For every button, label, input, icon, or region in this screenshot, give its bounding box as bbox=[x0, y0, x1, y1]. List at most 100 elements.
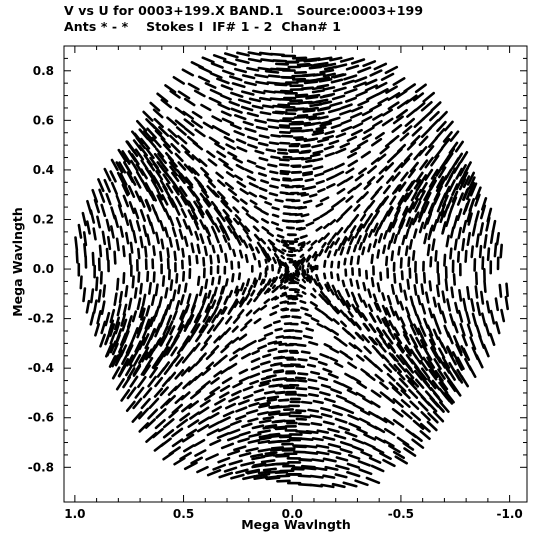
uv-point bbox=[127, 185, 136, 198]
uv-point bbox=[274, 110, 288, 114]
uv-point bbox=[187, 419, 200, 429]
uv-point bbox=[227, 435, 240, 442]
uv-point bbox=[277, 349, 289, 354]
uv-point bbox=[236, 51, 250, 57]
uv-point bbox=[428, 307, 434, 319]
uv-point bbox=[92, 299, 98, 314]
uv-point bbox=[231, 195, 240, 203]
uv-point bbox=[253, 295, 259, 303]
uv-point bbox=[390, 283, 396, 295]
uv-point bbox=[278, 119, 292, 123]
uv-point bbox=[184, 150, 195, 161]
uv-point bbox=[235, 406, 248, 413]
uv-point bbox=[355, 391, 366, 399]
uv-point bbox=[341, 235, 348, 245]
uv-point bbox=[154, 376, 164, 388]
uv-point bbox=[273, 425, 287, 430]
uv-point bbox=[133, 207, 140, 220]
uv-point bbox=[209, 438, 222, 447]
uv-point bbox=[137, 247, 141, 260]
uv-point bbox=[267, 340, 278, 346]
uv-point bbox=[369, 69, 383, 77]
uv-point bbox=[354, 322, 362, 331]
uv-point bbox=[246, 66, 260, 72]
uv-point bbox=[258, 194, 268, 200]
uv-point bbox=[322, 72, 337, 78]
uv-point bbox=[159, 220, 165, 232]
uv-point bbox=[259, 238, 267, 245]
uv-point bbox=[144, 182, 153, 195]
uv-point bbox=[346, 388, 358, 396]
uv-point bbox=[316, 322, 325, 328]
uv-point bbox=[102, 284, 107, 298]
uv-point bbox=[378, 165, 388, 175]
uv-point bbox=[166, 314, 173, 326]
uv-point bbox=[443, 120, 454, 132]
uv-point bbox=[250, 453, 264, 458]
uv-point bbox=[317, 282, 324, 290]
uv-point bbox=[245, 309, 253, 317]
uv-point bbox=[401, 192, 409, 203]
uv-point bbox=[439, 210, 446, 224]
uv-point bbox=[329, 241, 335, 249]
uv-point bbox=[167, 298, 173, 310]
uv-point bbox=[309, 153, 321, 158]
uv-point bbox=[224, 252, 228, 264]
uv-point bbox=[138, 305, 144, 319]
uv-point bbox=[245, 278, 251, 287]
uv-point bbox=[169, 89, 181, 99]
uv-point bbox=[176, 418, 189, 429]
uv-point bbox=[297, 357, 308, 362]
uv-point bbox=[315, 444, 330, 449]
uv-point bbox=[378, 197, 388, 208]
uv-point bbox=[98, 244, 103, 258]
uv-point bbox=[199, 399, 211, 408]
uv-point bbox=[239, 282, 245, 292]
uv-point bbox=[339, 142, 351, 149]
uv-point bbox=[330, 388, 343, 395]
uv-point bbox=[317, 56, 333, 62]
uv-point bbox=[269, 184, 279, 189]
uv-point bbox=[214, 397, 226, 406]
uv-point bbox=[251, 216, 259, 224]
uv-point bbox=[249, 379, 260, 386]
uv-point bbox=[343, 74, 358, 81]
uv-point bbox=[498, 283, 503, 298]
uv-point bbox=[318, 391, 331, 397]
uv-point bbox=[420, 283, 425, 296]
uv-point bbox=[227, 449, 241, 457]
uv-point bbox=[353, 344, 363, 353]
uv-point bbox=[447, 368, 456, 381]
uv-point bbox=[162, 143, 173, 155]
uv-point bbox=[155, 170, 164, 181]
uv-point bbox=[300, 143, 311, 148]
y-tick-label: -0.8 bbox=[28, 460, 54, 474]
uv-point bbox=[340, 210, 348, 218]
uv-point bbox=[470, 245, 475, 259]
uv-point bbox=[412, 323, 421, 336]
uv-point bbox=[297, 248, 303, 253]
uv-point bbox=[131, 411, 143, 423]
uv-point bbox=[317, 187, 326, 193]
uv-point bbox=[458, 164, 467, 177]
uv-point bbox=[270, 177, 281, 182]
uv-point bbox=[145, 198, 152, 211]
uv-point bbox=[461, 219, 468, 234]
uv-point bbox=[381, 304, 388, 316]
uv-point bbox=[367, 199, 376, 209]
uv-point bbox=[483, 279, 487, 294]
uv-point bbox=[132, 139, 143, 152]
uv-point bbox=[131, 275, 135, 289]
uv-point bbox=[141, 293, 147, 307]
uv-point bbox=[435, 322, 442, 335]
uv-point bbox=[155, 231, 160, 245]
uv-point bbox=[271, 213, 280, 218]
uv-point bbox=[170, 346, 178, 357]
uv-point bbox=[401, 325, 408, 336]
uv-point bbox=[152, 358, 161, 370]
uv-point bbox=[153, 442, 165, 452]
uv-point bbox=[193, 438, 206, 447]
uv-point bbox=[196, 275, 201, 287]
uv-point bbox=[229, 354, 238, 362]
uv-point bbox=[479, 222, 485, 236]
